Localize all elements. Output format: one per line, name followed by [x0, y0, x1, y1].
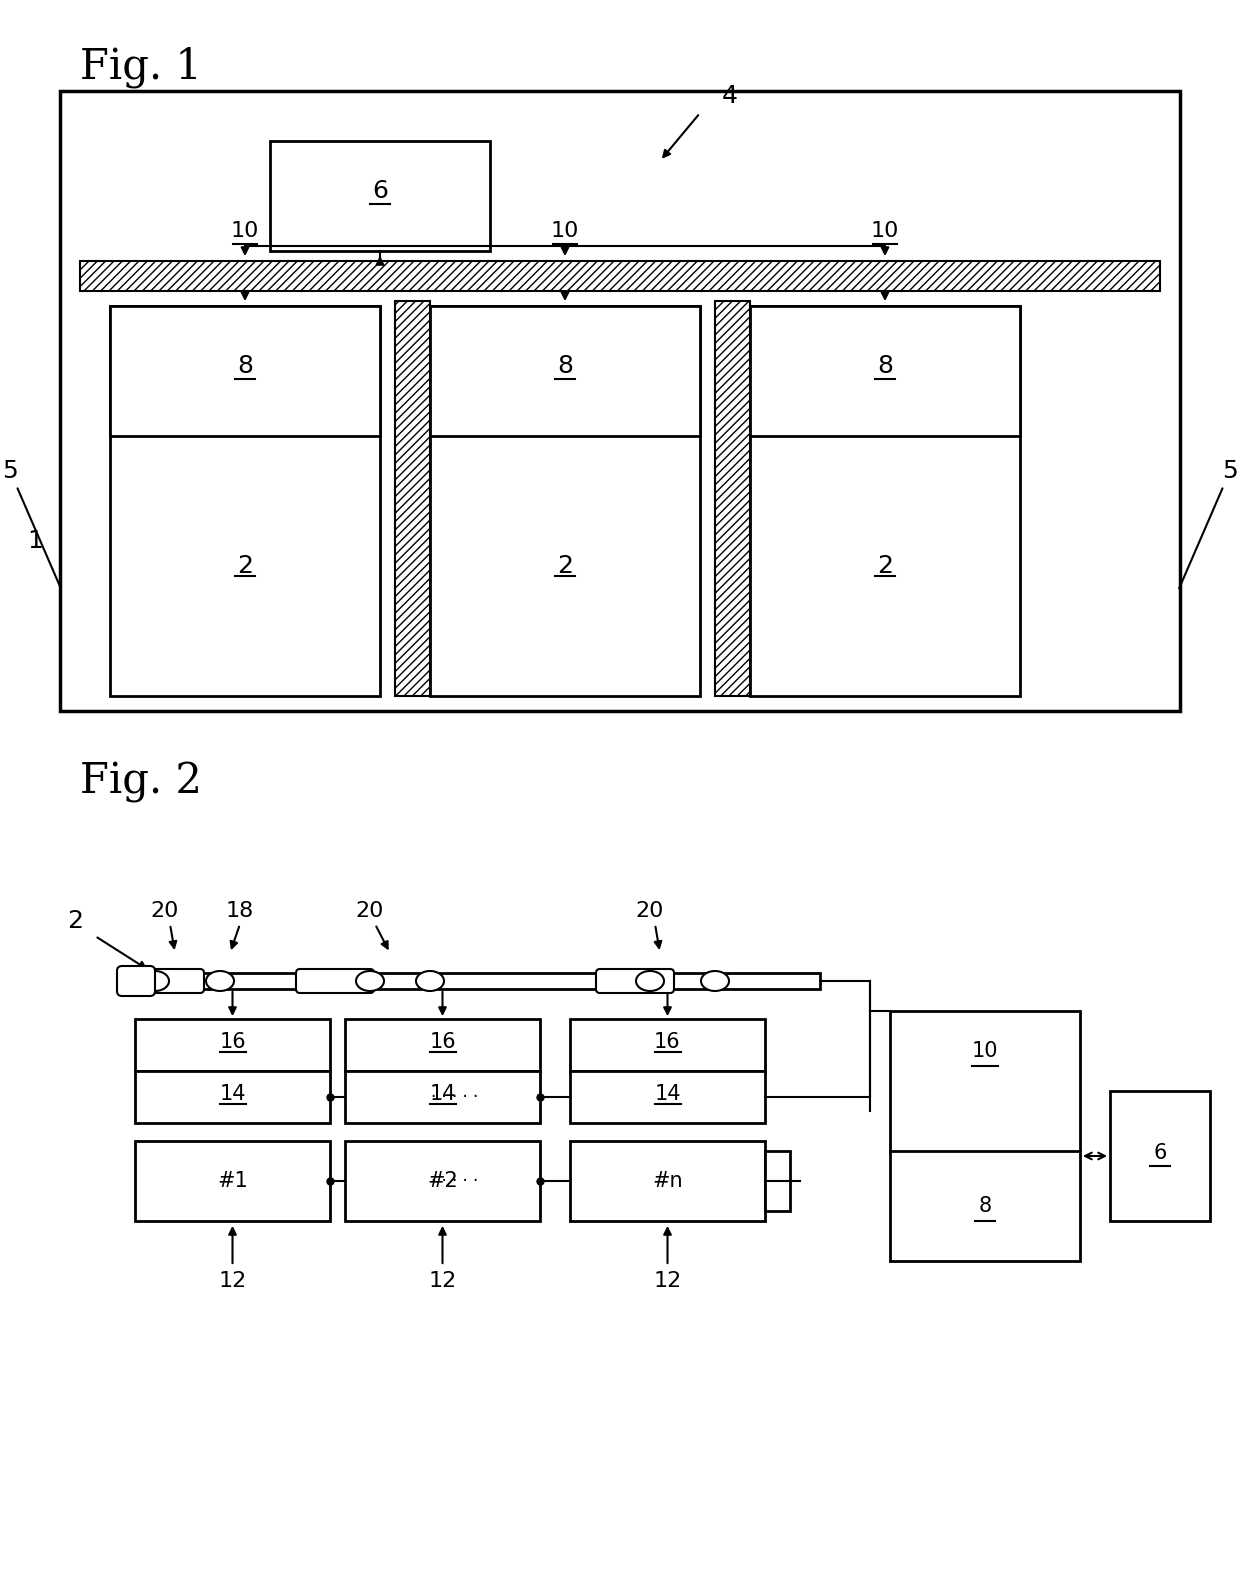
FancyBboxPatch shape: [135, 1141, 330, 1220]
FancyBboxPatch shape: [60, 91, 1180, 711]
Text: 4: 4: [722, 84, 738, 108]
FancyBboxPatch shape: [135, 1018, 330, 1071]
FancyBboxPatch shape: [110, 305, 379, 695]
Text: 20: 20: [356, 901, 384, 921]
Text: 5: 5: [1179, 458, 1238, 589]
FancyBboxPatch shape: [430, 305, 701, 695]
FancyBboxPatch shape: [1110, 1091, 1210, 1220]
FancyBboxPatch shape: [570, 1018, 765, 1071]
FancyBboxPatch shape: [270, 142, 490, 251]
Text: 10: 10: [551, 221, 579, 240]
FancyBboxPatch shape: [750, 305, 1021, 695]
Text: 6: 6: [1153, 1142, 1167, 1163]
Text: 8: 8: [877, 355, 893, 379]
Bar: [715, 301, 750, 695]
Text: 2: 2: [67, 908, 83, 932]
FancyBboxPatch shape: [570, 1071, 765, 1123]
Ellipse shape: [206, 971, 234, 991]
Text: 8: 8: [557, 355, 573, 379]
FancyBboxPatch shape: [117, 966, 155, 996]
FancyBboxPatch shape: [430, 305, 701, 436]
FancyBboxPatch shape: [345, 1141, 539, 1220]
Text: #n: #n: [652, 1171, 683, 1192]
Text: 14: 14: [655, 1083, 681, 1104]
Bar: [396, 301, 430, 695]
FancyBboxPatch shape: [110, 305, 379, 436]
Text: 12: 12: [653, 1271, 682, 1290]
Ellipse shape: [141, 971, 169, 991]
FancyBboxPatch shape: [296, 969, 374, 993]
Text: 16: 16: [219, 1033, 246, 1052]
Text: · · · · ·: · · · · ·: [432, 1173, 479, 1190]
Text: 1: 1: [27, 528, 43, 554]
Bar: [81, 261, 1159, 291]
Text: 10: 10: [231, 221, 259, 240]
Text: 16: 16: [655, 1033, 681, 1052]
Text: 8: 8: [237, 355, 253, 379]
Text: 14: 14: [429, 1083, 456, 1104]
Text: 2: 2: [237, 554, 253, 578]
Text: 16: 16: [429, 1033, 456, 1052]
Text: 2: 2: [557, 554, 573, 578]
Ellipse shape: [636, 971, 663, 991]
Text: 6: 6: [372, 180, 388, 204]
Text: 12: 12: [218, 1271, 247, 1290]
FancyBboxPatch shape: [345, 1018, 539, 1071]
Text: 10: 10: [972, 1041, 998, 1061]
Text: · · · · ·: · · · · ·: [432, 1088, 479, 1106]
FancyBboxPatch shape: [570, 1141, 765, 1220]
Ellipse shape: [356, 971, 384, 991]
FancyBboxPatch shape: [765, 1150, 790, 1211]
FancyBboxPatch shape: [345, 1071, 539, 1123]
FancyBboxPatch shape: [890, 1010, 1080, 1262]
Text: 8: 8: [978, 1196, 992, 1216]
Text: 20: 20: [636, 901, 665, 921]
Text: 10: 10: [870, 221, 899, 240]
Text: 5: 5: [2, 458, 61, 589]
Text: 14: 14: [219, 1083, 246, 1104]
Ellipse shape: [415, 971, 444, 991]
Text: Fig. 2: Fig. 2: [81, 760, 202, 803]
Text: 20: 20: [151, 901, 180, 921]
Text: #1: #1: [217, 1171, 248, 1192]
FancyBboxPatch shape: [135, 1071, 330, 1123]
Text: 12: 12: [428, 1271, 456, 1290]
Text: 18: 18: [226, 901, 254, 921]
Ellipse shape: [701, 971, 729, 991]
Text: #2: #2: [427, 1171, 458, 1192]
Text: Fig. 1: Fig. 1: [81, 46, 202, 88]
Text: 2: 2: [877, 554, 893, 578]
FancyBboxPatch shape: [126, 969, 205, 993]
FancyBboxPatch shape: [596, 969, 675, 993]
FancyBboxPatch shape: [120, 974, 820, 990]
FancyBboxPatch shape: [750, 305, 1021, 436]
